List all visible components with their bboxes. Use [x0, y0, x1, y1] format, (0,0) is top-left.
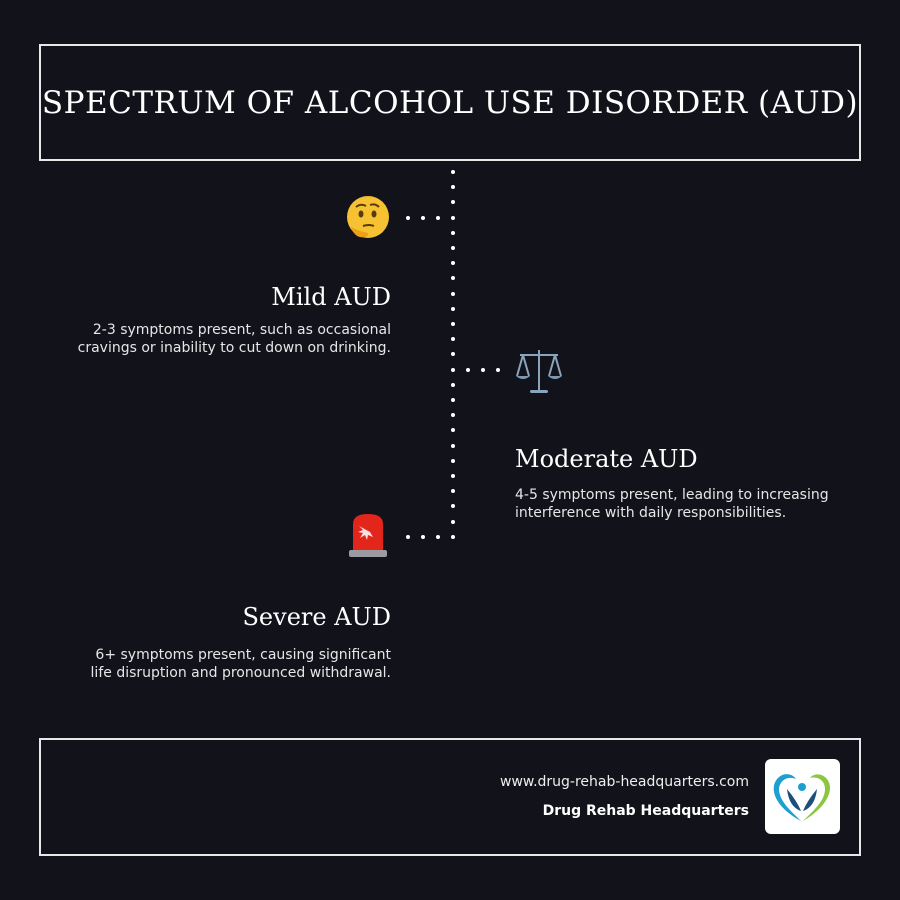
- thinking-face-icon: [347, 196, 389, 238]
- timeline-dot: [451, 261, 455, 265]
- timeline-dot: [436, 535, 440, 539]
- page-title: SPECTRUM OF ALCOHOL USE DISORDER (AUD): [41, 84, 859, 121]
- timeline-dot: [451, 428, 455, 432]
- description-line: 2-3 symptoms present, such as occasional: [92, 322, 391, 338]
- timeline-dot: [451, 352, 455, 356]
- timeline-dot: [451, 535, 455, 539]
- timeline-dot: [406, 535, 410, 539]
- stage-heading-severe: Severe AUD: [242, 603, 391, 631]
- timeline-dot: [451, 170, 455, 174]
- timeline-dot: [451, 398, 455, 402]
- timeline-dot: [451, 444, 455, 448]
- timeline-dot: [496, 368, 500, 372]
- balance-scale-icon: [516, 350, 562, 393]
- timeline-dot: [421, 216, 425, 220]
- description-line: 4-5 symptoms present, leading to increas…: [515, 487, 829, 503]
- timeline-dot: [451, 216, 455, 220]
- heart-logo-icon: [765, 759, 840, 834]
- website-link[interactable]: www.drug-rehab-headquarters.com: [500, 774, 749, 790]
- timeline-dot: [451, 337, 455, 341]
- timeline-dot: [466, 368, 470, 372]
- stage-description-moderate: 4-5 symptoms present, leading to increas…: [515, 486, 829, 522]
- timeline-dot: [451, 489, 455, 493]
- timeline-dot: [451, 276, 455, 280]
- timeline-dot: [451, 185, 455, 189]
- description-line: cravings or inability to cut down on dri…: [77, 340, 391, 356]
- stage-heading-moderate: Moderate AUD: [515, 445, 698, 473]
- description-line: interference with daily responsibilities…: [515, 505, 787, 521]
- timeline-dot: [451, 413, 455, 417]
- title-box: SPECTRUM OF ALCOHOL USE DISORDER (AUD): [39, 44, 861, 161]
- description-line: 6+ symptoms present, causing significant: [95, 647, 391, 663]
- timeline-dot: [451, 246, 455, 250]
- timeline-dot: [451, 292, 455, 296]
- timeline-dot: [406, 216, 410, 220]
- timeline-dot: [451, 322, 455, 326]
- timeline-dot: [451, 231, 455, 235]
- stage-description-mild: 2-3 symptoms present, such as occasional…: [78, 321, 391, 357]
- stage-heading-mild: Mild AUD: [271, 283, 391, 311]
- police-light-icon: [349, 514, 387, 557]
- description-line: life disruption and pronounced withdrawa…: [90, 665, 391, 681]
- footer-box: www.drug-rehab-headquarters.com Drug Reh…: [39, 738, 861, 856]
- timeline-dot: [451, 368, 455, 372]
- timeline-dot: [451, 383, 455, 387]
- timeline-dot: [436, 216, 440, 220]
- organization-name: Drug Rehab Headquarters: [542, 803, 749, 819]
- timeline-dot: [451, 200, 455, 204]
- timeline-dot: [481, 368, 485, 372]
- timeline-dot: [451, 504, 455, 508]
- stage-description-severe: 6+ symptoms present, causing significant…: [91, 646, 391, 682]
- timeline-dot: [421, 535, 425, 539]
- timeline-dot: [451, 307, 455, 311]
- timeline-dot: [451, 459, 455, 463]
- timeline-dot: [451, 474, 455, 478]
- timeline-dot: [451, 520, 455, 524]
